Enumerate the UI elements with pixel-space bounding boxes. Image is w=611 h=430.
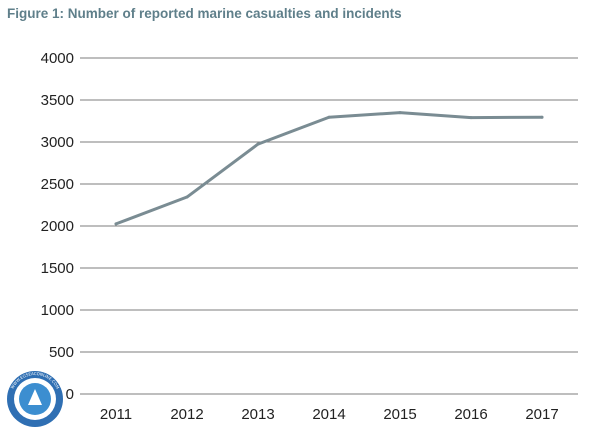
data-point-2014 bbox=[327, 115, 331, 119]
x-tick-label: 2011 bbox=[100, 406, 132, 423]
data-point-2011 bbox=[114, 222, 118, 226]
x-tick-label: 2014 bbox=[312, 406, 345, 423]
y-axis-ticks: 0 500 1000 1500 2000 2500 3000 3500 4000 bbox=[41, 50, 74, 403]
y-tick-label: 4000 bbox=[41, 50, 74, 67]
series-layer bbox=[114, 111, 544, 226]
data-point-2016 bbox=[469, 116, 473, 120]
x-tick-label: 2017 bbox=[525, 406, 558, 423]
data-point-2015 bbox=[398, 111, 402, 115]
data-point-2012 bbox=[185, 195, 189, 199]
watermark-seal-icon: WWW.EGSEACONLINE.COM bbox=[7, 371, 63, 427]
x-axis-ticks: 2011 2012 2013 2014 2015 2016 2017 bbox=[100, 406, 559, 423]
series-line-0 bbox=[114, 111, 544, 226]
y-tick-label: 1000 bbox=[41, 302, 74, 319]
y-tick-label: 2000 bbox=[41, 218, 74, 235]
x-tick-label: 2015 bbox=[383, 406, 416, 423]
x-tick-label: 2016 bbox=[454, 406, 487, 423]
y-tick-label: 500 bbox=[49, 344, 74, 361]
y-tick-label: 3500 bbox=[41, 92, 74, 109]
chart-title: Figure 1: Number of reported marine casu… bbox=[7, 6, 402, 21]
gridlines bbox=[80, 57, 578, 395]
y-tick-label: 2500 bbox=[41, 176, 74, 193]
x-tick-label: 2013 bbox=[241, 406, 274, 423]
seal-anchor-shape bbox=[28, 389, 42, 405]
y-tick-label: 1500 bbox=[41, 260, 74, 277]
y-tick-label: 0 bbox=[66, 386, 74, 403]
data-point-2017 bbox=[540, 115, 544, 119]
x-tick-label: 2012 bbox=[170, 406, 203, 423]
data-point-2013 bbox=[256, 142, 260, 146]
y-tick-label: 3000 bbox=[41, 134, 74, 151]
